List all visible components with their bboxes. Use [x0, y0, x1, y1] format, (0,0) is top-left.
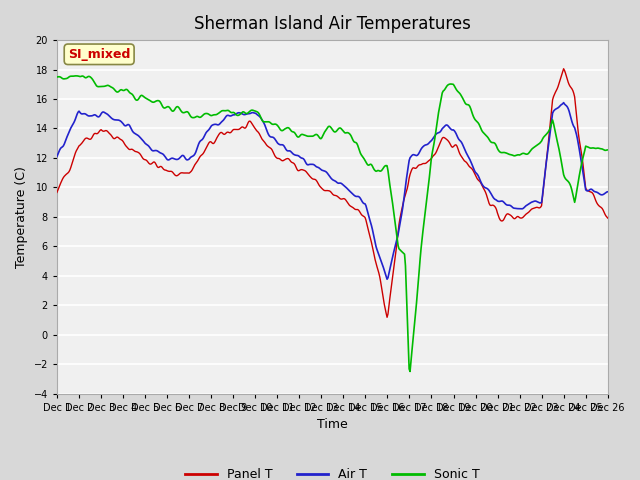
Y-axis label: Temperature (C): Temperature (C) — [15, 166, 28, 268]
Title: Sherman Island Air Temperatures: Sherman Island Air Temperatures — [194, 15, 471, 33]
Text: SI_mixed: SI_mixed — [68, 48, 131, 61]
Legend: Panel T, Air T, Sonic T: Panel T, Air T, Sonic T — [180, 464, 484, 480]
X-axis label: Time: Time — [317, 418, 348, 431]
